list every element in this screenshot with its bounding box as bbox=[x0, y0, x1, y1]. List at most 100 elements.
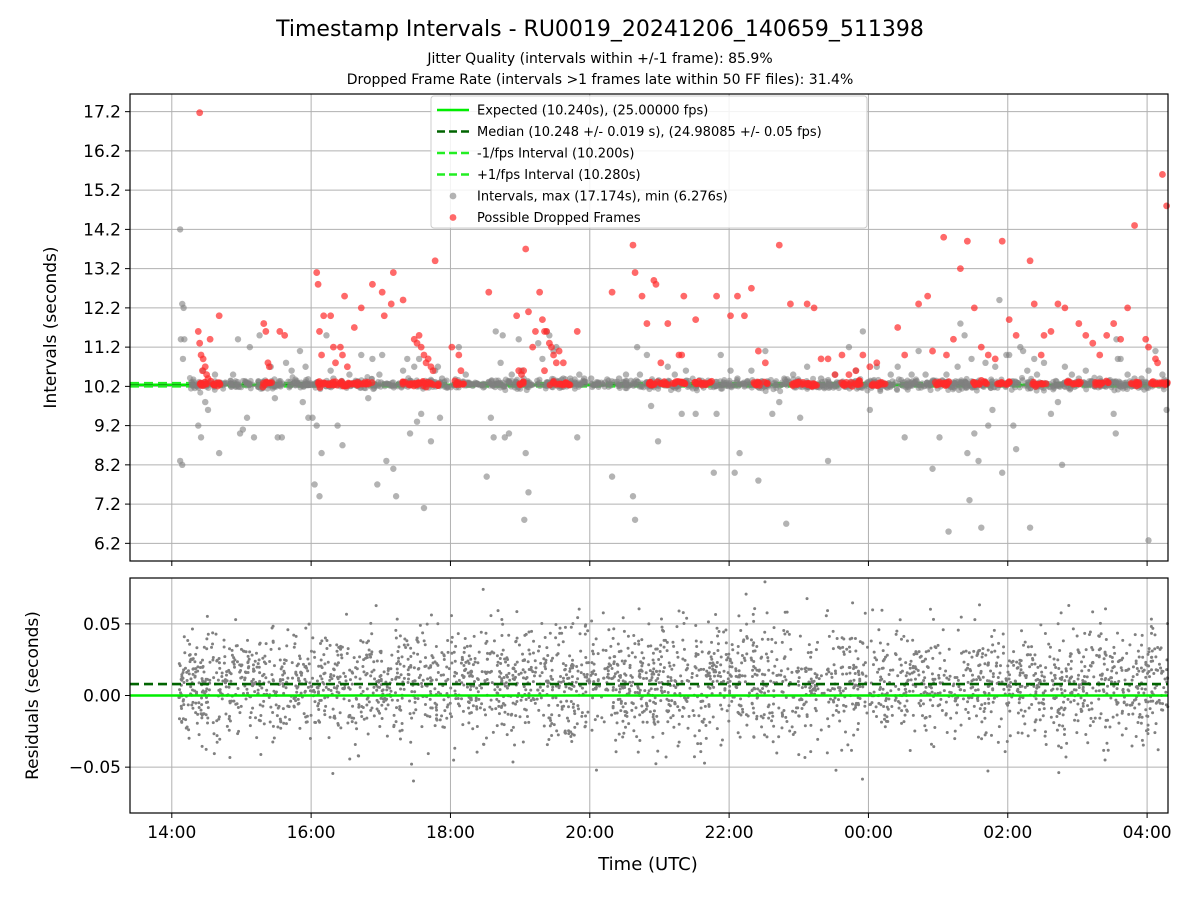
interval-point bbox=[407, 430, 413, 436]
dropped-frame-point bbox=[998, 380, 1005, 387]
residual-point bbox=[194, 653, 197, 656]
residual-point bbox=[544, 667, 547, 670]
residual-point bbox=[576, 704, 579, 707]
residual-point bbox=[586, 673, 589, 676]
residual-point bbox=[367, 732, 370, 735]
residual-point bbox=[1066, 698, 1069, 701]
residual-point bbox=[437, 691, 440, 694]
residual-point bbox=[502, 702, 505, 705]
residual-point bbox=[500, 653, 503, 656]
residual-point bbox=[271, 740, 274, 743]
residual-point bbox=[960, 616, 963, 619]
residual-point bbox=[1144, 663, 1147, 666]
residual-point bbox=[446, 706, 449, 709]
residual-point bbox=[943, 674, 946, 677]
residual-point bbox=[273, 737, 276, 740]
residual-point bbox=[709, 678, 712, 681]
residual-point bbox=[808, 643, 811, 646]
dropped-frame-point bbox=[351, 324, 358, 331]
residual-point bbox=[322, 672, 325, 675]
residual-point bbox=[771, 715, 774, 718]
residual-point bbox=[1112, 646, 1115, 649]
residual-point bbox=[257, 689, 260, 692]
residual-point bbox=[881, 667, 884, 670]
interval-point bbox=[726, 380, 732, 386]
residual-point bbox=[1104, 607, 1107, 610]
residual-point bbox=[442, 653, 445, 656]
residual-point bbox=[342, 672, 345, 675]
residual-point bbox=[728, 704, 731, 707]
residual-point bbox=[215, 671, 218, 674]
residual-point bbox=[703, 718, 706, 721]
residual-point bbox=[390, 654, 393, 657]
residual-point bbox=[854, 704, 857, 707]
residual-point bbox=[322, 653, 325, 656]
residual-point bbox=[645, 708, 648, 711]
residual-point bbox=[571, 663, 574, 666]
residual-point bbox=[702, 668, 705, 671]
residual-point bbox=[801, 686, 804, 689]
dropped-frame-point bbox=[205, 375, 212, 382]
interval-point bbox=[365, 395, 371, 401]
residual-point bbox=[1137, 650, 1140, 653]
residual-point bbox=[551, 657, 554, 660]
residual-point bbox=[906, 639, 909, 642]
residual-point bbox=[1154, 655, 1157, 658]
residual-point bbox=[725, 653, 728, 656]
residual-point bbox=[303, 678, 306, 681]
dropped-frame-point bbox=[281, 332, 288, 339]
residual-point bbox=[329, 644, 332, 647]
dropped-frame-point bbox=[365, 381, 372, 388]
residual-point bbox=[584, 691, 587, 694]
legend-label: Possible Dropped Frames bbox=[477, 211, 641, 226]
residual-point bbox=[1104, 677, 1107, 680]
residual-point bbox=[615, 750, 618, 753]
residual-point bbox=[763, 713, 766, 716]
interval-point bbox=[713, 411, 719, 417]
residual-point bbox=[968, 651, 971, 654]
residual-point bbox=[329, 673, 332, 676]
residual-point bbox=[715, 665, 718, 668]
residual-point bbox=[743, 659, 746, 662]
residual-point bbox=[201, 659, 204, 662]
residual-point bbox=[286, 628, 289, 631]
interval-point bbox=[945, 528, 951, 534]
residual-point bbox=[379, 697, 382, 700]
interval-point bbox=[776, 399, 782, 405]
residual-point bbox=[672, 714, 675, 717]
residual-point bbox=[987, 697, 990, 700]
interval-point bbox=[539, 356, 545, 362]
dropped-frame-point bbox=[266, 363, 273, 370]
residual-point bbox=[739, 704, 742, 707]
residual-point bbox=[355, 727, 358, 730]
residual-point bbox=[366, 698, 369, 701]
residual-point bbox=[466, 645, 469, 648]
residual-point bbox=[780, 726, 783, 729]
residual-point bbox=[861, 778, 864, 781]
interval-point bbox=[818, 375, 824, 381]
residual-point bbox=[397, 657, 400, 660]
residual-point bbox=[549, 675, 552, 678]
residual-point bbox=[526, 715, 529, 718]
residual-point bbox=[224, 712, 227, 715]
residual-point bbox=[441, 725, 444, 728]
residual-point bbox=[656, 750, 659, 753]
residual-point bbox=[608, 656, 611, 659]
residual-point bbox=[619, 709, 622, 712]
residual-point bbox=[554, 623, 557, 626]
residual-point bbox=[1121, 733, 1124, 736]
residual-point bbox=[655, 679, 658, 682]
residual-point bbox=[463, 651, 466, 654]
residual-point bbox=[547, 738, 550, 741]
dropped-frame-point bbox=[1013, 332, 1020, 339]
residual-point bbox=[826, 717, 829, 720]
residual-point bbox=[611, 667, 614, 670]
dropped-frame-point bbox=[520, 367, 527, 374]
residual-point bbox=[231, 649, 234, 652]
residual-point bbox=[584, 721, 587, 724]
interval-point bbox=[720, 379, 726, 385]
residual-point bbox=[753, 607, 756, 610]
dropped-frame-point bbox=[207, 336, 214, 343]
residual-point bbox=[654, 762, 657, 765]
residual-point bbox=[1033, 729, 1036, 732]
